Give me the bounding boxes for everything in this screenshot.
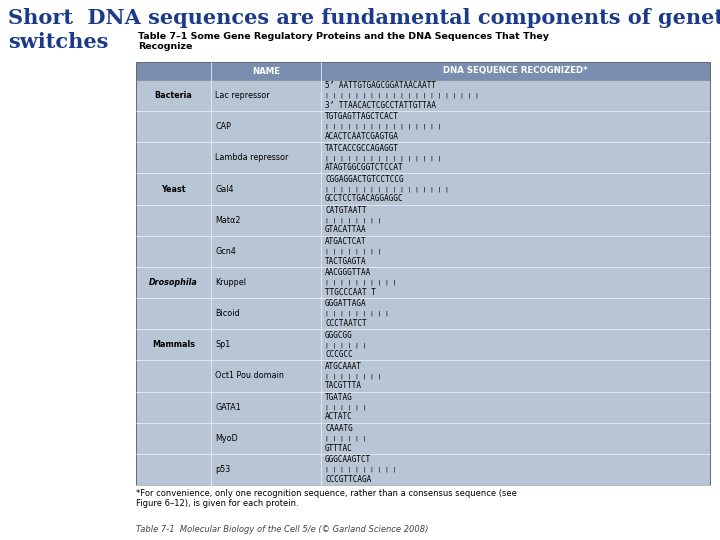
Text: TATCACCGCCAGAGGT: TATCACCGCCAGAGGT (325, 144, 399, 153)
Text: Short  DNA sequences are fundamental components of genetic: Short DNA sequences are fundamental comp… (8, 8, 720, 28)
Text: | | | | | | | | |: | | | | | | | | | (325, 311, 389, 316)
Text: CCCGCC: CCCGCC (325, 350, 353, 359)
Text: | | | | | | | | | | | | | | | |: | | | | | | | | | | | | | | | | (325, 155, 441, 160)
Text: | | | | | | | | | | | | | | | |: | | | | | | | | | | | | | | | | (325, 124, 441, 130)
Text: MyoD: MyoD (215, 434, 238, 443)
Text: TGATAG: TGATAG (325, 393, 353, 402)
Text: GGGCGG: GGGCGG (325, 330, 353, 340)
Text: *For convenience, only one recognition sequence, rather than a consensus sequenc: *For convenience, only one recognition s… (136, 489, 517, 508)
Text: ATAGTGGCGGTCTCCAT: ATAGTGGCGGTCTCCAT (325, 163, 404, 172)
Text: ACTATC: ACTATC (325, 413, 353, 421)
Text: GGGATTAGA: GGGATTAGA (325, 299, 366, 308)
Text: Sp1: Sp1 (215, 340, 230, 349)
Text: Lambda repressor: Lambda repressor (215, 153, 289, 163)
Text: | | | | | |: | | | | | | (325, 436, 366, 441)
Text: | | | | | |: | | | | | | (325, 342, 366, 348)
Text: | | | | | | | | | | | | | | | | |: | | | | | | | | | | | | | | | | | (325, 186, 449, 192)
Text: | | | | | | | |: | | | | | | | | (325, 218, 382, 223)
Text: p53: p53 (215, 465, 230, 474)
Text: Bacteria: Bacteria (155, 91, 192, 100)
Text: TACGTTTA: TACGTTTA (325, 381, 362, 390)
Text: TACTGAGTA: TACTGAGTA (325, 256, 366, 266)
Bar (136, 62, 710, 80)
Text: | | | | | | | |: | | | | | | | | (325, 373, 382, 379)
Text: DNA SEQUENCE RECOGNIZED*: DNA SEQUENCE RECOGNIZED* (444, 66, 588, 76)
Text: 3’ TTAACACTCGCCTATTGTTAA: 3’ TTAACACTCGCCTATTGTTAA (325, 101, 436, 110)
Text: Table 7–1 Some Gene Regulatory Proteins and the DNA Sequences That They
Recogniz: Table 7–1 Some Gene Regulatory Proteins … (138, 32, 549, 51)
Text: Kruppel: Kruppel (215, 278, 246, 287)
Text: Gal4: Gal4 (215, 185, 233, 193)
Text: TTGCCCAAT T: TTGCCCAAT T (325, 288, 376, 297)
Text: NAME: NAME (252, 66, 280, 76)
Text: CAP: CAP (215, 122, 231, 131)
Text: CGGAGGACTGTCCTCCG: CGGAGGACTGTCCTCCG (325, 175, 404, 184)
Text: Lac repressor: Lac repressor (215, 91, 269, 100)
Text: | | | | | | | | | |: | | | | | | | | | | (325, 280, 396, 285)
Text: Mammals: Mammals (152, 340, 195, 349)
Text: TGTGAGTTAGCTCACT: TGTGAGTTAGCTCACT (325, 112, 399, 122)
Text: | | | | | |: | | | | | | (325, 404, 366, 410)
Text: ACACTCAATCGAGTGA: ACACTCAATCGAGTGA (325, 132, 399, 141)
Text: GATA1: GATA1 (215, 403, 240, 411)
Text: 5’ AATTGTGAGCGGATAACAATT: 5’ AATTGTGAGCGGATAACAATT (325, 82, 436, 90)
Text: GGGCAAGTCT: GGGCAAGTCT (325, 455, 372, 464)
Text: CAAATG: CAAATG (325, 424, 353, 433)
Text: ATGACTCAT: ATGACTCAT (325, 237, 366, 246)
Text: Table 7-1  Molecular Biology of the Cell 5/e (© Garland Science 2008): Table 7-1 Molecular Biology of the Cell … (136, 525, 428, 534)
Text: CCCTAATCT: CCCTAATCT (325, 319, 366, 328)
Text: Matα2: Matα2 (215, 215, 240, 225)
Text: GTACATTAA: GTACATTAA (325, 225, 366, 234)
Text: switches: switches (8, 32, 109, 52)
Text: Drosophila: Drosophila (149, 278, 198, 287)
Text: | | | | | | | |: | | | | | | | | (325, 248, 382, 254)
Text: Bicoid: Bicoid (215, 309, 240, 318)
Text: GTTTAC: GTTTAC (325, 443, 353, 453)
Text: | | | | | | | | | | | | | | | | | | | | |: | | | | | | | | | | | | | | | | | | | | … (325, 93, 479, 98)
Text: Oct1 Pou domain: Oct1 Pou domain (215, 372, 284, 381)
Text: CCCGTTCAGA: CCCGTTCAGA (325, 475, 372, 484)
Text: CATGTAATT: CATGTAATT (325, 206, 366, 215)
Text: GCCTCCTGACAGGAGGC: GCCTCCTGACAGGAGGC (325, 194, 404, 203)
Bar (136, 62, 710, 485)
Bar (136, 62, 710, 485)
Text: AACGGGTTAA: AACGGGTTAA (325, 268, 372, 277)
Text: | | | | | | | | | |: | | | | | | | | | | (325, 467, 396, 472)
Text: Yeast: Yeast (161, 185, 186, 193)
Text: Gcn4: Gcn4 (215, 247, 235, 256)
Text: ATGCAAAT: ATGCAAAT (325, 362, 362, 371)
